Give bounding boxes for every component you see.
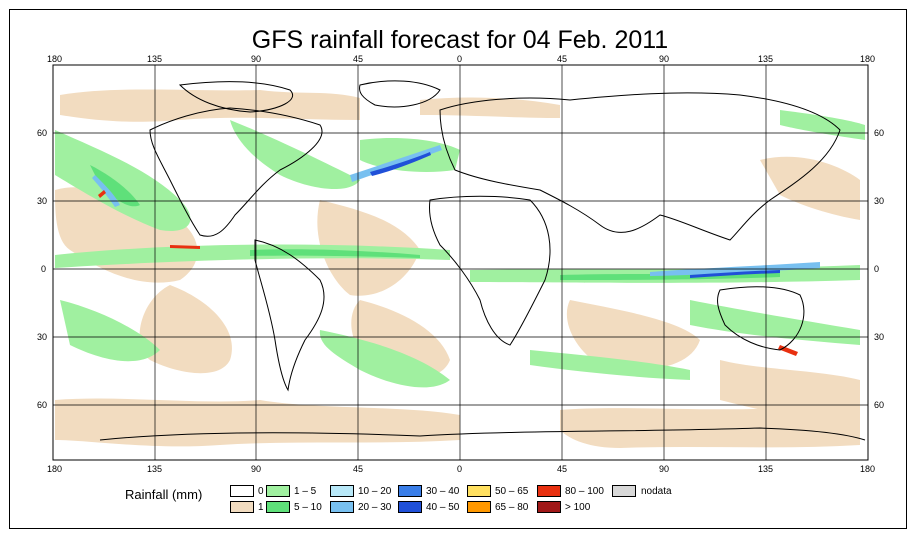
lat-label: 30 xyxy=(37,332,47,342)
legend-swatch xyxy=(330,501,354,513)
legend-label: 1 – 5 xyxy=(294,486,317,497)
lon-labels-top: 180 135 90 45 0 45 90 135 180 xyxy=(47,54,875,64)
lon-label: 45 xyxy=(557,54,567,64)
lon-label: 45 xyxy=(353,54,363,64)
legend-swatch xyxy=(612,485,636,497)
lon-label: 45 xyxy=(557,464,567,474)
lat-label: 30 xyxy=(37,196,47,206)
legend-swatch xyxy=(398,501,422,513)
lon-label: 135 xyxy=(147,54,162,64)
lon-label: 180 xyxy=(860,54,875,64)
lon-label: 135 xyxy=(758,54,773,64)
legend-label: 30 – 40 xyxy=(426,486,460,497)
lat-labels-left: 60 30 0 30 60 xyxy=(37,128,47,410)
lat-label: 0 xyxy=(41,264,46,274)
lat-label: 30 xyxy=(874,332,884,342)
lon-labels-bottom: 180 135 90 45 0 45 90 135 180 xyxy=(47,464,875,474)
rainfall-field xyxy=(53,65,868,460)
legend-label: 10 – 20 xyxy=(358,486,392,497)
lon-label: 180 xyxy=(47,54,62,64)
legend-label: > 100 xyxy=(565,502,591,513)
legend-swatch xyxy=(230,501,254,513)
legend-swatch xyxy=(266,485,290,497)
lon-label: 180 xyxy=(47,464,62,474)
legend-label: 0 xyxy=(258,486,264,497)
lat-label: 0 xyxy=(874,264,879,274)
legend-label: 65 – 80 xyxy=(495,502,529,513)
legend-label: 20 – 30 xyxy=(358,502,392,513)
lat-label: 60 xyxy=(37,128,47,138)
lat-label: 60 xyxy=(874,400,884,410)
lon-label: 135 xyxy=(147,464,162,474)
figure-frame xyxy=(9,9,907,529)
legend-swatch xyxy=(398,485,422,497)
graticule xyxy=(53,65,868,460)
legend-label: 40 – 50 xyxy=(426,502,460,513)
lon-label: 0 xyxy=(457,464,462,474)
lon-label: 90 xyxy=(659,464,669,474)
lon-label: 90 xyxy=(251,54,261,64)
legend-swatch xyxy=(330,485,354,497)
lon-label: 45 xyxy=(353,464,363,474)
lat-labels-right: 60 30 0 30 60 xyxy=(874,128,884,410)
lon-label: 180 xyxy=(860,464,875,474)
legend-swatch xyxy=(266,501,290,513)
legend-swatch xyxy=(467,485,491,497)
legend-swatch xyxy=(537,501,561,513)
lon-label: 0 xyxy=(457,54,462,64)
legend-label: 80 – 100 xyxy=(565,486,604,497)
lon-label: 135 xyxy=(758,464,773,474)
legend-label: 50 – 65 xyxy=(495,486,529,497)
legend-label: nodata xyxy=(641,486,672,497)
lat-label: 60 xyxy=(874,128,884,138)
legend-label: 1 xyxy=(258,502,264,513)
legend-title: Rainfall (mm) xyxy=(125,487,203,502)
lat-label: 30 xyxy=(874,196,884,206)
lon-label: 90 xyxy=(251,464,261,474)
map-title: GFS rainfall forecast for 04 Feb. 2011 xyxy=(251,26,669,54)
legend-label: 5 – 10 xyxy=(294,502,322,513)
map-border xyxy=(52,64,869,461)
lat-label: 60 xyxy=(37,400,47,410)
lon-label: 90 xyxy=(659,54,669,64)
legend-swatch xyxy=(230,485,254,497)
legend-swatch xyxy=(537,485,561,497)
legend-swatch xyxy=(467,501,491,513)
